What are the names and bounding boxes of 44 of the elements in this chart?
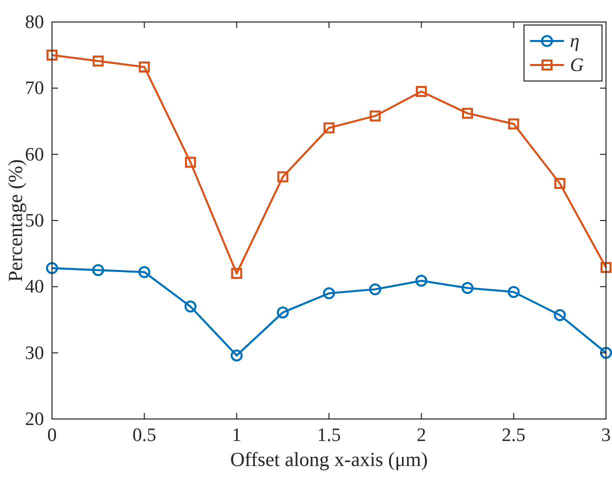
point <box>554 178 566 189</box>
point <box>276 306 289 318</box>
y-tick-label: 20 <box>25 409 44 430</box>
point <box>508 118 520 130</box>
point <box>184 300 196 313</box>
point <box>230 349 243 362</box>
point <box>323 287 335 300</box>
legend-label: G <box>570 55 584 76</box>
point <box>600 262 612 273</box>
x-tick-label: 2 <box>416 425 426 446</box>
y-tick-label: 40 <box>25 276 44 298</box>
point <box>185 156 196 168</box>
y-tick-label: 60 <box>25 144 44 166</box>
y-tick-label: 30 <box>25 342 44 364</box>
point <box>369 283 382 296</box>
point <box>324 122 334 134</box>
x-tick-label: 3 <box>601 425 611 446</box>
point <box>508 286 520 298</box>
point <box>231 268 242 279</box>
x-tick-label: 1.5 <box>317 425 341 446</box>
point <box>138 266 150 278</box>
point <box>46 262 58 274</box>
point <box>277 171 288 182</box>
point <box>600 346 612 359</box>
point <box>462 282 474 294</box>
point <box>554 309 566 322</box>
point <box>92 264 104 276</box>
legend-label: η <box>570 31 580 52</box>
x-tick-label: 0.5 <box>132 425 156 446</box>
y-axis-title: Percentage (%) <box>5 159 27 282</box>
point <box>416 86 427 97</box>
x-tick-label: 1 <box>232 425 242 446</box>
point <box>138 61 150 72</box>
x-axis-title: Offset along x-axis (μm) <box>230 449 428 471</box>
point <box>46 50 58 61</box>
y-tick-label: 50 <box>25 210 44 232</box>
point <box>370 110 381 122</box>
point <box>92 56 104 67</box>
y-tick-label: 70 <box>25 78 44 100</box>
x-tick-label: 2.5 <box>502 425 526 446</box>
y-tick-label: 80 <box>25 12 44 33</box>
point <box>415 274 428 287</box>
x-tick-label: 0 <box>47 425 57 446</box>
point <box>462 108 473 119</box>
